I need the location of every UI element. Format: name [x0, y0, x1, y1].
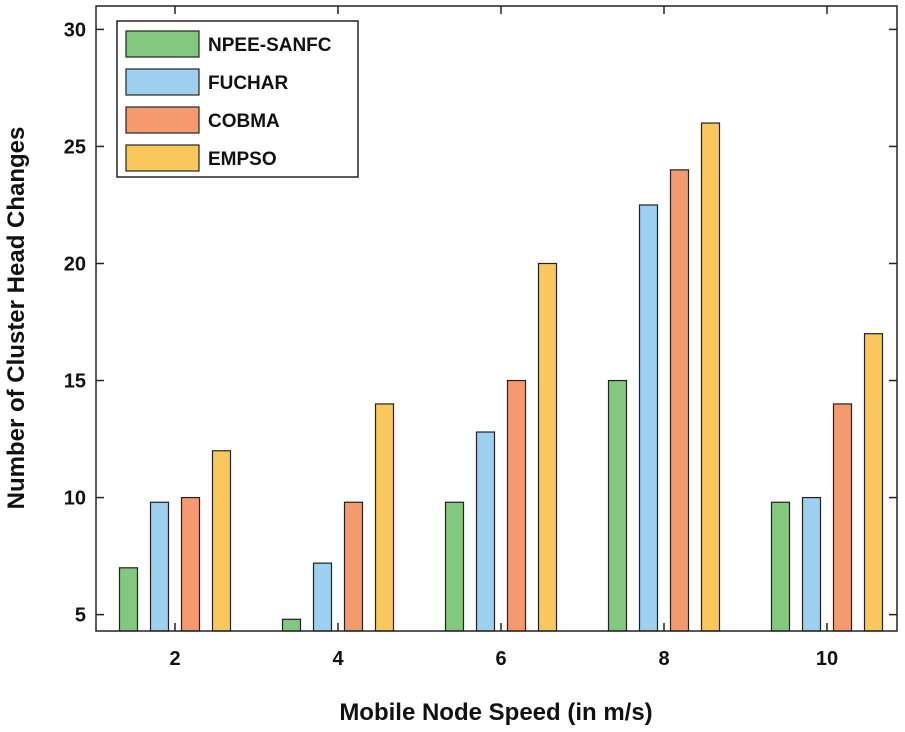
- legend-swatch-cobma: [125, 106, 200, 134]
- plot-frame: [95, 5, 898, 632]
- bar-fuchar-10: [801, 496, 822, 632]
- x-tick-label: 4: [332, 648, 344, 670]
- bar-empso-4: [374, 403, 395, 632]
- y-axis-title: Number of Cluster Head Changes: [3, 127, 30, 510]
- x-tick-label: 2: [169, 648, 180, 670]
- bar-cobma-6: [506, 379, 527, 632]
- bar-cobma-2: [180, 496, 201, 632]
- x-axis: 2 4 6 8 10: [169, 6, 838, 670]
- bars-layer: [118, 122, 884, 632]
- legend-swatch-empso: [125, 144, 200, 172]
- x-tick-label: 10: [816, 648, 838, 670]
- legend-items: NPEE-SANFC FUCHAR COBMA EMPSO: [125, 30, 332, 172]
- legend-label: COBMA: [208, 111, 280, 132]
- bar-empso-8: [700, 122, 721, 632]
- bar-cobma-10: [832, 403, 853, 632]
- y-tick-label: 10: [64, 488, 86, 510]
- bar-empso-6: [537, 262, 558, 632]
- x-axis-title: Mobile Node Speed (in m/s): [339, 699, 652, 726]
- y-tick-label: 20: [64, 253, 86, 275]
- bar-npee-sanfc-10: [770, 501, 791, 632]
- legend-label: FUCHAR: [208, 73, 288, 94]
- bar-npee-sanfc-4: [281, 618, 302, 632]
- bar-fuchar-8: [638, 204, 659, 632]
- legend: NPEE-SANFC FUCHAR COBMA EMPSO: [116, 20, 359, 178]
- bar-fuchar-4: [312, 562, 333, 632]
- legend-swatch-npee-sanfc: [125, 30, 200, 58]
- x-tick-label: 6: [495, 648, 506, 670]
- y-axis: 5 10 15 20 25 30: [64, 19, 897, 627]
- bar-npee-sanfc-2: [118, 567, 139, 632]
- legend-label: NPEE-SANFC: [208, 35, 332, 56]
- bar-fuchar-2: [149, 501, 170, 632]
- bar-npee-sanfc-6: [444, 501, 465, 632]
- legend-label: EMPSO: [208, 149, 277, 170]
- y-tick-label: 30: [64, 19, 86, 41]
- bar-empso-10: [863, 333, 884, 632]
- bar-npee-sanfc-8: [607, 379, 628, 632]
- legend-swatch-fuchar: [125, 68, 200, 96]
- bar-empso-2: [211, 450, 232, 632]
- x-tick-label: 8: [658, 648, 669, 670]
- bar-cobma-4: [343, 501, 364, 632]
- y-tick-label: 15: [64, 371, 86, 393]
- y-tick-label: 5: [75, 605, 86, 627]
- bar-cobma-8: [669, 169, 690, 632]
- y-tick-label: 25: [64, 136, 86, 158]
- bar-fuchar-6: [475, 431, 496, 632]
